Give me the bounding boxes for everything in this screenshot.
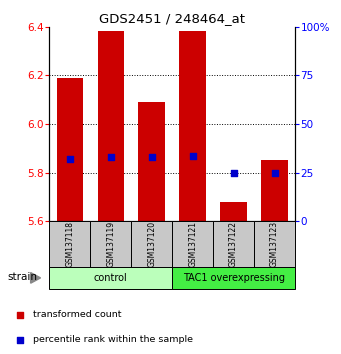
Text: GSM137118: GSM137118 [65, 221, 74, 267]
Title: GDS2451 / 248464_at: GDS2451 / 248464_at [99, 12, 245, 25]
Text: GSM137120: GSM137120 [147, 221, 156, 267]
Bar [49, 267, 172, 289]
Point [17, 312, 23, 318]
Point [108, 154, 114, 160]
Point [272, 170, 277, 176]
Point [231, 170, 236, 176]
Text: GSM137119: GSM137119 [106, 221, 115, 267]
Text: GSM137122: GSM137122 [229, 221, 238, 267]
Text: TAC1 overexpressing: TAC1 overexpressing [182, 273, 285, 283]
Bar [98, 32, 124, 221]
Polygon shape [31, 273, 41, 283]
Point [67, 156, 73, 162]
Bar [261, 160, 288, 221]
Text: GSM137121: GSM137121 [188, 221, 197, 267]
Text: percentile rank within the sample: percentile rank within the sample [33, 335, 193, 344]
Text: GSM137123: GSM137123 [270, 221, 279, 267]
Bar [138, 102, 165, 221]
Bar [57, 78, 83, 221]
Bar [49, 221, 90, 267]
Text: transformed count: transformed count [33, 310, 121, 319]
Bar [179, 32, 206, 221]
Bar [220, 202, 247, 221]
Text: control: control [94, 273, 128, 283]
Bar [131, 221, 172, 267]
Bar [213, 221, 254, 267]
Bar [172, 267, 295, 289]
Point [190, 153, 195, 159]
Bar [90, 221, 131, 267]
Point [149, 155, 154, 160]
Text: strain: strain [8, 272, 38, 282]
Point [17, 337, 23, 342]
Bar [172, 221, 213, 267]
Bar [254, 221, 295, 267]
